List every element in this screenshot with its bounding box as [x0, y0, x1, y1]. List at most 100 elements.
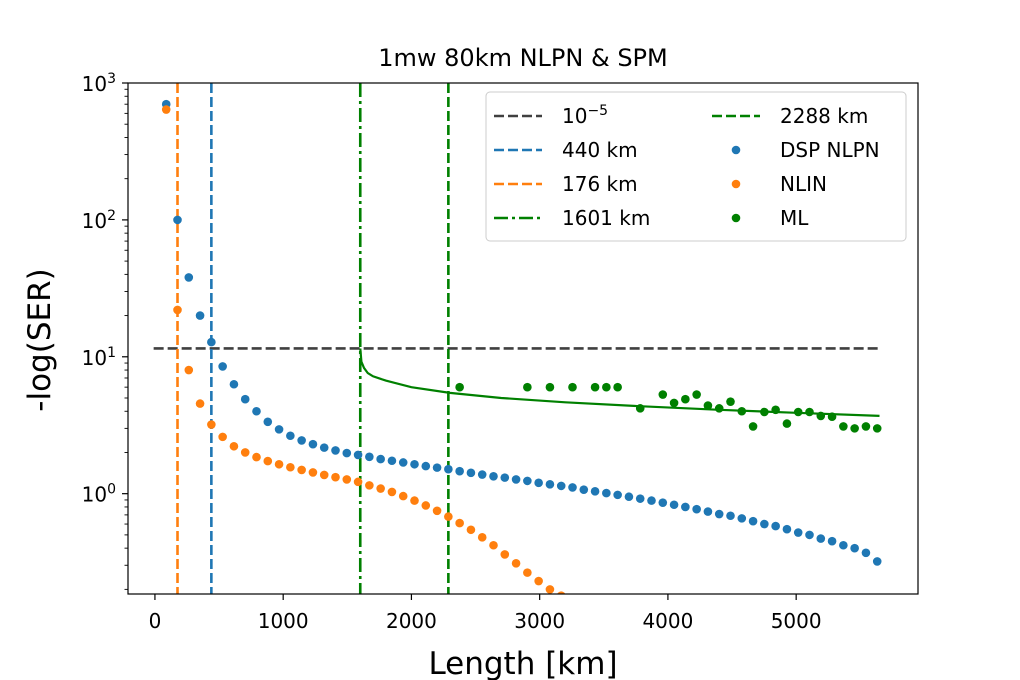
data-point — [658, 390, 668, 399]
data-point — [816, 411, 826, 421]
data-point — [545, 382, 555, 392]
data-point — [466, 525, 476, 535]
legend-item: ML — [731, 206, 809, 230]
data-point — [714, 509, 724, 519]
data-point — [703, 401, 713, 410]
plot-area — [153, 83, 882, 594]
data-point — [218, 362, 227, 371]
legend-label: 2288 km — [780, 104, 868, 128]
data-point — [455, 382, 464, 392]
data-point — [681, 394, 690, 404]
x-tick-label: 4000 — [642, 609, 693, 633]
data-point — [839, 422, 848, 431]
data-point — [432, 506, 442, 516]
data-point — [308, 468, 318, 477]
data-point — [500, 550, 510, 559]
data-point — [240, 394, 250, 404]
chart-title: 1mw 80km NLPN & SPM — [378, 44, 668, 72]
data-point — [861, 422, 871, 431]
data-point — [782, 419, 792, 428]
legend-item: DSP NLPN — [731, 138, 880, 162]
x-tick-label: 1000 — [258, 609, 309, 633]
y-axis: 100 101 102 103 — [82, 71, 128, 590]
legend-item: NLIN — [731, 172, 827, 196]
data-point — [793, 407, 803, 417]
data-point — [252, 406, 261, 416]
data-point — [173, 215, 182, 225]
series-nlin — [161, 105, 566, 594]
series-ml — [455, 382, 882, 433]
data-point — [184, 273, 194, 282]
data-point — [748, 516, 758, 526]
x-axis: 0 1000 2000 3000 4000 5000 — [149, 594, 822, 633]
data-point — [669, 398, 679, 408]
legend-label: ML — [780, 206, 809, 230]
data-point — [850, 543, 859, 553]
data-point — [726, 397, 735, 406]
data-point — [568, 382, 577, 392]
legend-item: 2288 km — [712, 104, 868, 128]
data-point — [602, 488, 611, 498]
data-point — [726, 511, 735, 521]
data-point — [669, 500, 679, 510]
data-point — [207, 420, 216, 429]
data-point — [331, 446, 340, 455]
data-point — [816, 534, 826, 543]
data-point — [489, 471, 498, 481]
data-point — [432, 463, 442, 472]
y-tick-label: 101 — [82, 345, 116, 370]
data-point — [365, 481, 374, 490]
legend-frame — [485, 91, 907, 242]
series-dsp-nlpn — [161, 99, 882, 566]
data-point — [455, 518, 464, 528]
data-point — [523, 382, 532, 392]
legend-label: 1601 km — [562, 206, 650, 230]
data-point — [793, 528, 803, 537]
data-point — [613, 382, 622, 392]
data-point — [534, 478, 543, 488]
data-point — [477, 533, 487, 542]
data-point — [421, 501, 431, 510]
legend-label: 176 km — [562, 172, 638, 196]
legend: 10−5 440 km 176 km 1601 km 2288 km DSP NLPN NL… — [485, 91, 907, 242]
legend-swatch — [731, 179, 741, 189]
data-point — [263, 456, 273, 466]
data-point — [872, 557, 882, 566]
data-point — [635, 494, 645, 503]
y-axis-label: -log(SER) — [22, 268, 58, 411]
data-point — [274, 425, 284, 434]
data-point — [308, 439, 318, 449]
data-point — [692, 390, 701, 399]
data-point — [545, 480, 555, 489]
data-point — [387, 456, 397, 466]
data-point — [590, 487, 600, 496]
data-point — [477, 470, 487, 479]
data-point — [444, 464, 453, 474]
data-point — [556, 481, 566, 491]
legend-label: NLIN — [780, 172, 827, 196]
data-point — [229, 441, 239, 451]
data-point — [782, 524, 792, 534]
data-point — [737, 514, 747, 523]
x-tick-label: 3000 — [514, 609, 565, 633]
data-point — [161, 105, 171, 114]
data-point — [229, 379, 239, 389]
data-point — [252, 452, 261, 462]
legend-item: 1601 km — [494, 206, 650, 230]
data-point — [342, 475, 352, 484]
data-point — [590, 382, 600, 392]
legend-item: 10−5 — [494, 103, 608, 128]
data-point — [658, 498, 668, 507]
data-point — [353, 477, 363, 487]
data-point — [523, 476, 532, 486]
data-point — [297, 465, 306, 475]
data-point — [748, 422, 758, 431]
data-point — [398, 458, 408, 467]
data-point — [511, 559, 521, 568]
data-point — [579, 485, 589, 494]
data-point — [703, 507, 713, 516]
legend-swatch — [731, 145, 741, 155]
data-point — [444, 512, 453, 521]
data-point — [410, 496, 419, 505]
